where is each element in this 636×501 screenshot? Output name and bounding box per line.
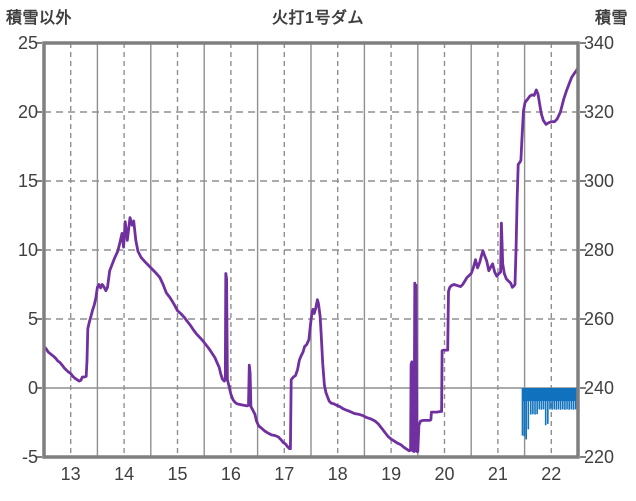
left-tick-label: 25 [17,33,38,53]
snow-bar [551,388,553,410]
right-tick-label: 340 [584,33,615,53]
x-tick-label: 21 [487,464,508,484]
left-tick-label: 20 [17,102,38,122]
left-axis-title: 積雪以外 [6,10,73,27]
snow-bar [532,388,534,415]
right-axis-title: 積雪 [594,10,628,27]
snow-bar [542,388,545,410]
snow-bar [525,388,528,440]
x-tick-label: 20 [434,464,455,484]
snow-bar [574,388,577,410]
left-tick-label: 5 [27,309,38,329]
snow-bar [529,388,532,415]
snow-bar [540,388,543,410]
x-tick-label: 19 [381,464,402,484]
snow-bar [536,388,538,415]
x-tick-label: 14 [114,464,135,484]
x-tick-label: 18 [327,464,348,484]
left-tick-label: -5 [21,447,38,467]
snow-bar [566,388,568,410]
left-tick-label: 0 [27,378,38,398]
snow-bar [561,388,564,410]
snow-bar [527,388,530,430]
x-tick-label: 16 [220,464,241,484]
snow-bar [559,388,562,410]
series-line-non-snow [42,66,580,453]
right-tick-label: 320 [584,102,615,122]
chart-title: 火打1号ダム [272,10,364,27]
left-tick-label: 10 [17,240,38,260]
plot-frame [42,41,580,459]
x-tick-label: 17 [274,464,295,484]
x-tick-label: 13 [60,464,81,484]
x-tick-label: 22 [541,464,562,484]
snow-bar [572,388,575,410]
right-tick-label: 220 [584,447,615,467]
snow-bar [555,388,558,410]
snow-bar [557,388,560,410]
snow-bar [523,388,526,437]
left-tick-label: 15 [17,171,38,191]
snow-bar [547,388,549,424]
snow-bar [564,388,566,410]
x-tick-label: 15 [167,464,188,484]
snow-bar [570,388,573,410]
right-tick-label: 240 [584,378,615,398]
snow-bar [553,388,556,410]
right-tick-label: 260 [584,309,615,329]
snow-bar [544,388,547,426]
snow-bar [521,388,524,436]
snow-bar [538,388,541,410]
right-tick-label: 300 [584,171,615,191]
right-tick-label: 280 [584,240,615,260]
snow-bar [568,388,570,410]
snow-bar [549,388,551,410]
snow-bar [534,388,536,415]
